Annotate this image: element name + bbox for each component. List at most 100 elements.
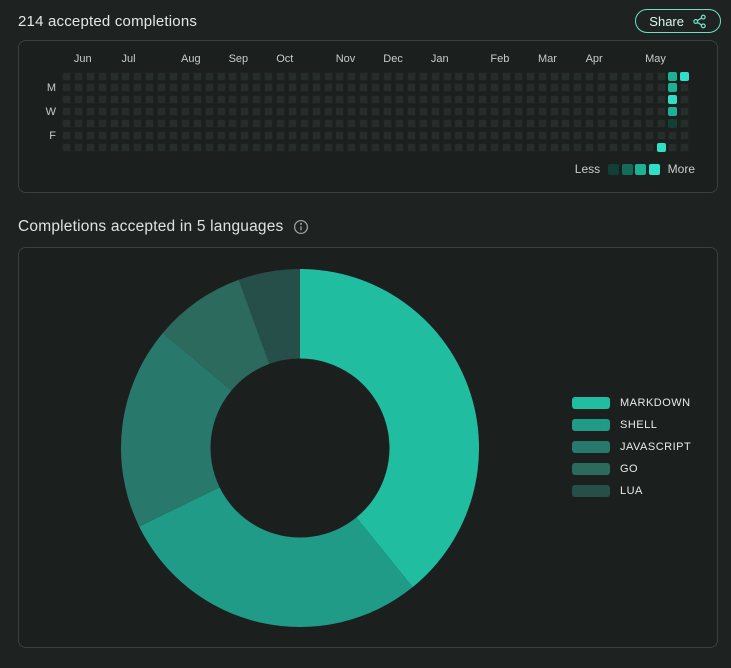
- heatmap-cell[interactable]: [359, 95, 369, 105]
- heatmap-cell[interactable]: [180, 71, 190, 81]
- heatmap-cell[interactable]: [121, 142, 131, 152]
- heatmap-cell[interactable]: [228, 142, 238, 152]
- heatmap-cell[interactable]: [97, 83, 107, 93]
- heatmap-cell[interactable]: [573, 119, 583, 129]
- heatmap-cell[interactable]: [656, 119, 666, 129]
- heatmap-cell[interactable]: [442, 83, 452, 93]
- heatmap-cell[interactable]: [204, 119, 214, 129]
- heatmap-cell[interactable]: [85, 95, 95, 105]
- heatmap-cell[interactable]: [466, 130, 476, 140]
- heatmap-cell[interactable]: [513, 107, 523, 117]
- heatmap-cell[interactable]: [145, 83, 155, 93]
- heatmap-cell[interactable]: [180, 142, 190, 152]
- heatmap-cell[interactable]: [109, 142, 119, 152]
- heatmap-cell[interactable]: [169, 130, 179, 140]
- heatmap-cell[interactable]: [62, 130, 71, 140]
- heatmap-cell[interactable]: [442, 130, 452, 140]
- heatmap-cell[interactable]: [97, 95, 107, 105]
- heatmap-cell[interactable]: [359, 130, 369, 140]
- heatmap-cell[interactable]: [287, 83, 297, 93]
- heatmap-cell[interactable]: [264, 71, 274, 81]
- heatmap-cell[interactable]: [85, 142, 95, 152]
- heatmap-cell[interactable]: [335, 95, 345, 105]
- heatmap-cell[interactable]: [585, 83, 595, 93]
- heatmap-cell[interactable]: [549, 95, 559, 105]
- heatmap-cell[interactable]: [632, 142, 642, 152]
- heatmap-cell[interactable]: [620, 130, 630, 140]
- heatmap-cell[interactable]: [73, 95, 83, 105]
- heatmap-cell[interactable]: [335, 142, 345, 152]
- heatmap-cell[interactable]: [216, 142, 226, 152]
- heatmap-cell[interactable]: [299, 71, 309, 81]
- heatmap-cell[interactable]: [466, 95, 476, 105]
- heatmap-cell[interactable]: [169, 142, 179, 152]
- heatmap-cell[interactable]: [180, 130, 190, 140]
- heatmap-cell[interactable]: [585, 142, 595, 152]
- heatmap-cell[interactable]: [121, 130, 131, 140]
- heatmap-cell[interactable]: [287, 142, 297, 152]
- heatmap-cell[interactable]: [192, 130, 202, 140]
- heatmap-cell[interactable]: [145, 95, 155, 105]
- heatmap-cell[interactable]: [632, 95, 642, 105]
- heatmap-cell[interactable]: [668, 107, 678, 117]
- heatmap-cell[interactable]: [216, 107, 226, 117]
- heatmap-cell[interactable]: [680, 107, 690, 117]
- heatmap-cell[interactable]: [228, 95, 238, 105]
- heatmap-cell[interactable]: [430, 119, 440, 129]
- heatmap-cell[interactable]: [478, 83, 488, 93]
- heatmap-cell[interactable]: [585, 107, 595, 117]
- heatmap-cell[interactable]: [537, 130, 547, 140]
- heatmap-cell[interactable]: [620, 95, 630, 105]
- heatmap-cell[interactable]: [394, 130, 404, 140]
- heatmap-cell[interactable]: [371, 119, 381, 129]
- heatmap-cell[interactable]: [418, 142, 428, 152]
- heatmap-cell[interactable]: [668, 83, 678, 93]
- heatmap-cell[interactable]: [216, 71, 226, 81]
- heatmap-cell[interactable]: [204, 142, 214, 152]
- heatmap-cell[interactable]: [680, 83, 690, 93]
- heatmap-cell[interactable]: [276, 130, 286, 140]
- heatmap-cell[interactable]: [585, 119, 595, 129]
- heatmap-cell[interactable]: [169, 83, 179, 93]
- heatmap-cell[interactable]: [145, 71, 155, 81]
- heatmap-cell[interactable]: [133, 142, 143, 152]
- heatmap-cell[interactable]: [252, 95, 262, 105]
- heatmap-cell[interactable]: [169, 107, 179, 117]
- heatmap-cell[interactable]: [430, 71, 440, 81]
- heatmap-cell[interactable]: [525, 95, 535, 105]
- heatmap-cell[interactable]: [513, 83, 523, 93]
- heatmap-cell[interactable]: [347, 71, 357, 81]
- heatmap-cell[interactable]: [406, 130, 416, 140]
- heatmap-cell[interactable]: [478, 95, 488, 105]
- heatmap-cell[interactable]: [430, 142, 440, 152]
- heatmap-cell[interactable]: [216, 83, 226, 93]
- heatmap-cell[interactable]: [513, 130, 523, 140]
- heatmap-cell[interactable]: [668, 95, 678, 105]
- heatmap-cell[interactable]: [561, 71, 571, 81]
- heatmap-cell[interactable]: [204, 130, 214, 140]
- heatmap-cell[interactable]: [192, 95, 202, 105]
- heatmap-cell[interactable]: [478, 130, 488, 140]
- heatmap-cell[interactable]: [252, 142, 262, 152]
- heatmap-cell[interactable]: [513, 142, 523, 152]
- heatmap-cell[interactable]: [252, 130, 262, 140]
- heatmap-cell[interactable]: [157, 130, 167, 140]
- heatmap-cell[interactable]: [466, 107, 476, 117]
- heatmap-cell[interactable]: [192, 107, 202, 117]
- heatmap-cell[interactable]: [287, 95, 297, 105]
- heatmap-cell[interactable]: [597, 107, 607, 117]
- heatmap-cell[interactable]: [561, 107, 571, 117]
- heatmap-cell[interactable]: [513, 71, 523, 81]
- heatmap-cell[interactable]: [656, 107, 666, 117]
- heatmap-cell[interactable]: [347, 95, 357, 105]
- heatmap-cell[interactable]: [597, 83, 607, 93]
- heatmap-cell[interactable]: [573, 71, 583, 81]
- heatmap-cell[interactable]: [323, 71, 333, 81]
- heatmap-cell[interactable]: [620, 83, 630, 93]
- heatmap-cell[interactable]: [430, 107, 440, 117]
- share-button[interactable]: Share: [635, 9, 721, 33]
- heatmap-cell[interactable]: [454, 142, 464, 152]
- heatmap-cell[interactable]: [264, 83, 274, 93]
- heatmap-cell[interactable]: [585, 71, 595, 81]
- heatmap-cell[interactable]: [276, 83, 286, 93]
